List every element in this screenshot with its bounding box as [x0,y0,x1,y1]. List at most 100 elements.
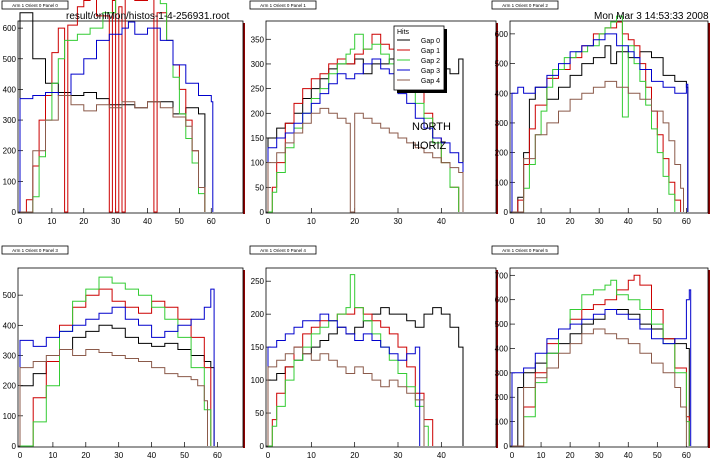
legend-entry: Gap 2 [421,58,440,65]
x-tick-label: 60 [207,217,216,226]
legend-box [393,25,445,91]
x-tick-label: 0 [266,217,271,226]
y-tick-label: 100 [495,418,509,427]
panel-title-box [491,245,559,255]
series-gap-4 [20,95,206,213]
y-tick-label: 50 [255,183,264,192]
y-tick-label: 600 [495,30,509,39]
y-tick-label: 250 [251,85,265,94]
x-tick-label: 50 [180,451,189,460]
y-tick-label: 300 [3,351,17,360]
series-gap-2 [20,276,212,447]
legend-title: Hits [397,29,410,36]
series-gap-1 [268,33,460,213]
x-tick-label: 30 [595,451,604,460]
y-tick-label: 200 [495,149,509,158]
x-tick-label: 10 [537,217,546,226]
x-tick-label: 0 [510,451,515,460]
x-tick-label: 30 [394,451,403,460]
y-tick-label: 300 [3,116,17,125]
series-gap-4 [19,349,208,446]
x-tick-label: 30 [114,451,123,460]
x-tick-label: 40 [147,451,156,460]
y-tick-label: 300 [495,119,509,128]
x-tick-label: 0 [18,451,23,460]
x-tick-label: 20 [350,451,359,460]
legend-entry: Gap 0 [421,38,440,45]
horiz-label: HORIZ [412,140,447,152]
series-gap-4 [512,80,684,213]
y-tick-label: 200 [495,393,509,402]
y-tick-label: 100 [3,412,17,421]
series-gap-2 [512,15,676,213]
x-tick-label: 10 [48,451,57,460]
series-gap-1 [512,274,690,447]
x-tick-label: 60 [682,451,691,460]
plot-frame [265,20,497,214]
panel-title-box [1,245,69,255]
y-tick-label: 500 [495,320,509,329]
x-tick-label: 10 [537,451,546,460]
x-tick-label: 0 [510,217,515,226]
x-tick-label: 30 [394,217,403,226]
histogram-panel-0: Arm 1 Orient 0 Panel 00 10 20 30 40 50 6001002… [1,0,245,226]
histogram-panel-1: Arm 1 Orient 0 Panel 1 0 10 20 30 40 0 50 100 150… [249,0,498,226]
panel-title-box [249,245,317,255]
x-tick-label: 60 [682,217,691,226]
series-gap-1 [20,0,206,213]
y-tick-label: 150 [251,343,265,352]
y-tick-label: 0 [12,442,17,451]
y-tick-label: 500 [3,291,17,300]
y-tick-label: 200 [3,382,17,391]
y-tick-label: 0 [260,208,265,217]
panel-title: Arm 1 Orient 0 Panel 3 [12,248,58,253]
x-tick-label: 0 [18,217,23,226]
x-tick-label: 10 [307,217,316,226]
x-tick-label: 40 [437,451,446,460]
y-tick-label: 500 [3,55,17,64]
y-tick-label: 400 [495,89,509,98]
y-tick-label: 100 [495,178,509,187]
series-gap-1 [20,288,212,447]
x-tick-label: 10 [307,451,316,460]
legend-entry: Gap 3 [421,68,440,75]
panel-title: Arm 1 Orient 0 Panel 0 [12,3,58,8]
y-tick-label: 100 [3,177,17,186]
y-tick-label: 600 [3,24,17,33]
y-tick-label: 200 [251,310,265,319]
y-tick-label: 150 [251,134,265,143]
y-tick-label: 600 [495,296,509,305]
series-gap-4 [267,107,464,213]
y-tick-label: 200 [3,147,17,156]
series-gap-1 [268,307,434,447]
series-gap-2 [268,274,429,447]
series-gap-3 [511,289,692,446]
histogram-panel-3: Arm 1 Orient 0 Panel 3 0 10 20 30 40 50 60 0 100 2… [1,245,245,460]
x-tick-label: 20 [566,217,575,226]
y-tick-label: 300 [495,369,509,378]
series-gap-3 [267,58,464,212]
x-tick-label: 40 [143,217,152,226]
y-tick-label: 400 [3,85,17,94]
panel-title: Arm 1 Orient 0 Panel 2 [502,3,548,8]
panel-title-box [1,0,69,10]
x-tick-label: 40 [624,217,633,226]
series-gap-3 [19,288,215,446]
series-gap-4 [267,346,425,446]
series-gap-3 [511,33,689,212]
y-tick-label: 50 [255,409,264,418]
x-tick-label: 30 [111,217,120,226]
x-tick-label: 20 [81,451,90,460]
plot-frame [509,267,709,448]
series-gap-3 [267,313,421,446]
y-tick-label: 300 [251,60,265,69]
series-gap-2 [20,0,206,213]
y-tick-label: 0 [12,208,17,217]
panel-title: Arm 1 Orient 0 Panel 4 [260,248,306,253]
legend-entry: Gap 4 [421,78,440,85]
y-tick-label: 250 [251,277,265,286]
legend-entry: Gap 1 [421,48,440,55]
y-tick-label: 0 [504,208,509,217]
plot-frame [17,20,244,214]
